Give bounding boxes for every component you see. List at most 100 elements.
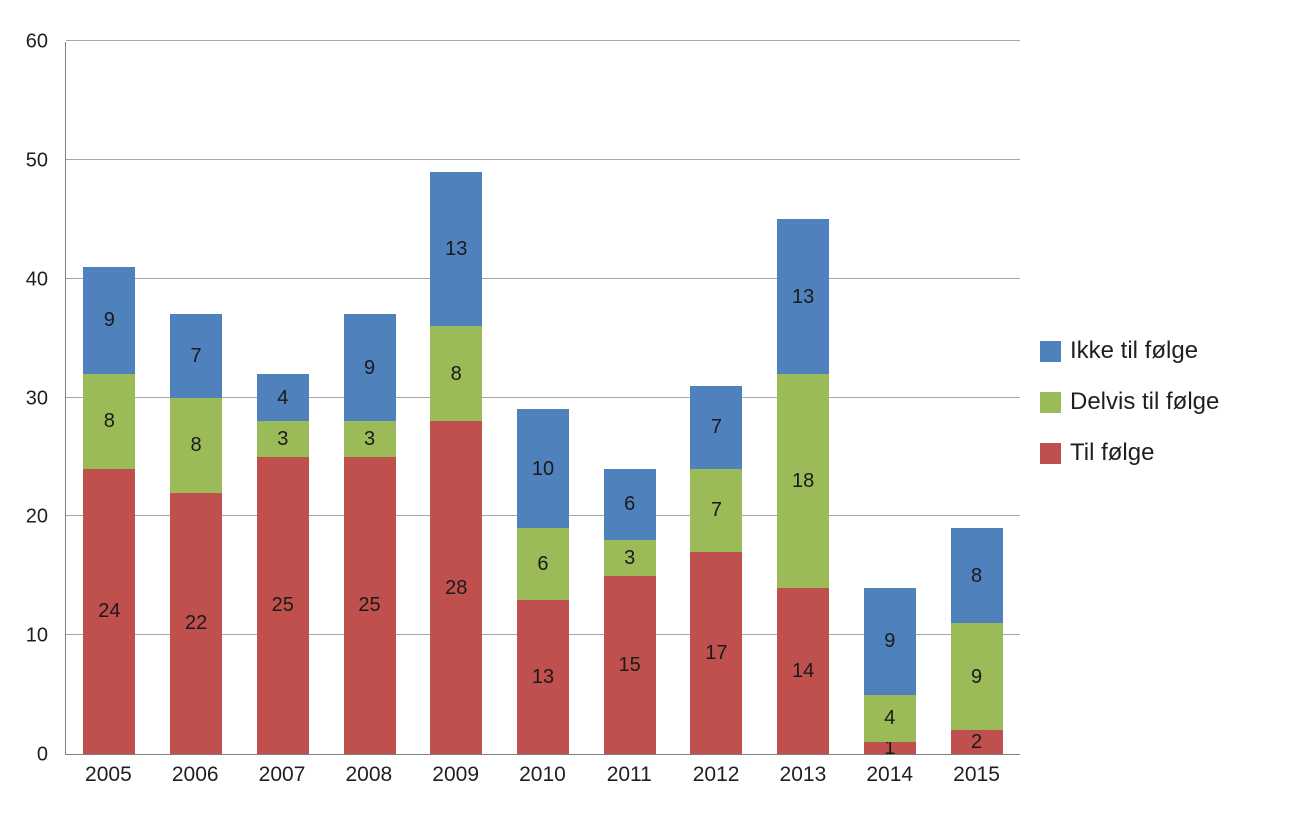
legend-label: Delvis til følge	[1070, 388, 1220, 415]
data-label: 7	[190, 344, 202, 367]
data-label: 9	[884, 630, 896, 653]
bar-segment: 25	[343, 456, 396, 754]
data-label: 28	[445, 576, 468, 599]
bar-segment: 13	[516, 599, 569, 754]
data-label: 8	[190, 434, 202, 457]
bar-segment: 24	[83, 468, 136, 754]
data-label: 10	[531, 457, 555, 480]
x-tick-label: 2009	[432, 763, 480, 786]
data-label: 8	[450, 362, 462, 385]
bar-segment: 6	[603, 468, 656, 541]
y-tick-label: 30	[25, 387, 48, 409]
data-label: 17	[705, 641, 728, 664]
y-axis: 0 10 20 30 40 50 60	[0, 0, 58, 823]
data-label: 3	[624, 546, 636, 569]
data-label: 4	[884, 707, 896, 730]
bar-2010: 13 6 10	[516, 409, 569, 754]
data-label: 3	[363, 428, 376, 451]
data-label: 25	[271, 594, 294, 617]
legend-label: Ikke til følge	[1070, 337, 1199, 364]
data-label: 9	[103, 309, 115, 332]
bar-segment: 13	[777, 219, 830, 374]
data-label: 6	[537, 552, 549, 575]
bar-segment: 8	[430, 326, 483, 422]
legend-label: Til følge	[1070, 439, 1155, 466]
x-tick-label: 2006	[171, 763, 219, 786]
gridline	[66, 158, 1020, 160]
y-tick-label: 50	[25, 149, 48, 172]
bar-segment: 1	[863, 738, 916, 758]
data-label: 8	[970, 564, 983, 587]
data-label: 13	[445, 237, 468, 260]
bar-2013: 14 18 13	[777, 219, 830, 754]
x-tick-label: 2005	[85, 763, 132, 786]
bar-2011: 15 3 6	[603, 468, 656, 754]
bar-segment: 15	[603, 575, 656, 754]
data-label: 9	[363, 356, 376, 379]
bar-segment: 4	[256, 373, 309, 422]
bar-segment: 3	[343, 421, 396, 457]
bar-segment: 14	[777, 587, 830, 754]
legend-swatch-icon	[1040, 391, 1061, 413]
bar-2008: 25 3 9	[343, 314, 396, 754]
bar-2015: 2 9 8	[950, 528, 1003, 754]
bar-segment: 10	[516, 409, 569, 529]
bars-container: 24 8 9 22 8 7 25 3 4 25 3 9 28 8 13 13 6 10 15 3 6 17 7 7 14 18 13…	[66, 42, 1020, 758]
bar-segment: 4	[863, 694, 916, 743]
bar-segment: 3	[256, 421, 309, 457]
gridline	[66, 277, 1020, 279]
bar-2014: 1 4 9	[863, 587, 916, 758]
bar-segment: 22	[170, 492, 223, 754]
bar-segment: 9	[343, 314, 396, 422]
bar-segment: 6	[516, 528, 569, 600]
bar-segment: 8	[83, 373, 136, 469]
data-label: 24	[98, 600, 121, 623]
x-tick-label: 2012	[692, 763, 740, 786]
gridline	[66, 396, 1020, 398]
x-axis: 2005 2006 2007 2008 2009 2010 2011 2012 2013 2014…	[65, 763, 1020, 787]
x-tick-label: 2014	[866, 763, 914, 786]
data-label: 13	[531, 665, 555, 688]
y-tick-label: 40	[25, 268, 48, 291]
x-tick-label: 2007	[258, 763, 306, 786]
y-tick-label: 0	[36, 743, 48, 766]
bar-segment: 28	[430, 421, 483, 754]
legend-item: Delvis til følge	[1040, 388, 1219, 416]
data-label: 2	[970, 731, 983, 754]
data-label: 7	[710, 499, 722, 522]
data-label: 15	[618, 653, 641, 676]
bar-segment: 9	[863, 587, 916, 695]
bar-2007: 25 3 4	[256, 373, 309, 754]
data-label: 7	[710, 416, 722, 439]
data-label: 18	[791, 469, 815, 492]
bar-segment: 25	[256, 456, 309, 754]
legend-item: Ikke til følge	[1040, 337, 1219, 365]
bar-segment: 3	[603, 540, 656, 576]
data-label: 13	[791, 285, 815, 308]
data-label: 22	[184, 612, 208, 635]
x-tick-label: 2010	[519, 763, 566, 786]
data-label: 6	[624, 493, 636, 516]
x-tick-label: 2008	[345, 763, 393, 786]
bar-segment: 8	[170, 397, 223, 493]
data-label: 25	[358, 594, 381, 617]
bar-segment: 7	[170, 314, 223, 398]
y-tick-label: 60	[25, 30, 48, 53]
bar-segment: 8	[950, 528, 1003, 624]
bar-segment: 2	[950, 730, 1003, 754]
bar-segment: 17	[690, 551, 743, 754]
bar-2005: 24 8 9	[83, 266, 136, 754]
legend-swatch-icon	[1040, 442, 1061, 464]
data-label: 9	[970, 665, 983, 688]
legend-swatch-icon	[1040, 340, 1061, 362]
bar-segment: 9	[83, 266, 136, 374]
plot-area: 24 8 9 22 8 7 25 3 4 25 3 9 28 8 13 13 6 10 15 3 6 17 7 7 14 18 13…	[65, 40, 1020, 758]
y-tick-label: 20	[25, 505, 48, 528]
bar-segment: 9	[950, 623, 1003, 731]
data-label: 1	[884, 737, 896, 760]
x-tick-label: 2013	[779, 763, 827, 786]
bar-2009: 28 8 13	[430, 171, 483, 754]
y-tick-label: 10	[25, 624, 48, 647]
bar-segment: 7	[690, 385, 743, 469]
